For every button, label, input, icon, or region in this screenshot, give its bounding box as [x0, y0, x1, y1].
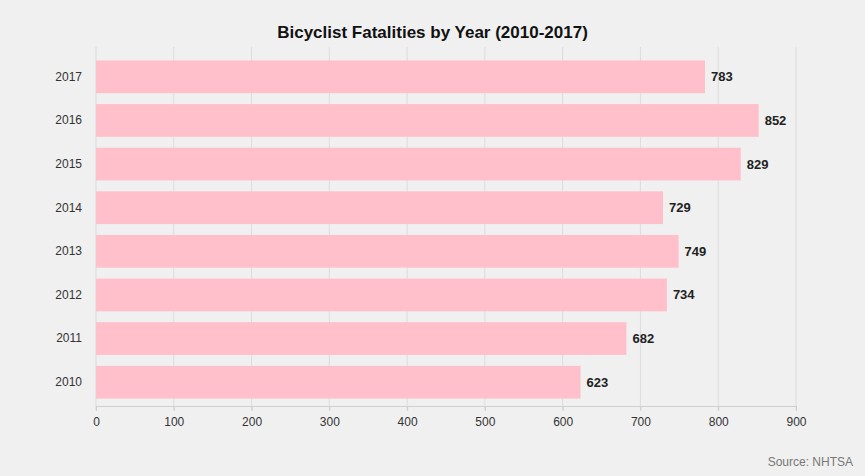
x-tick-mark [174, 406, 175, 411]
x-tick-label: 800 [709, 415, 729, 429]
y-tick-label: 2011 [56, 331, 82, 345]
bar [96, 366, 581, 399]
title: Bicyclist Fatalities by Year (2010-2017) [277, 23, 588, 42]
bar [96, 104, 759, 137]
data-label: 729 [669, 200, 691, 215]
x-tick: 200 [242, 406, 262, 429]
grid-line [251, 47, 252, 410]
data-label: 852 [765, 113, 787, 128]
grid-line [640, 47, 641, 410]
y-tick: 2012 [55, 288, 82, 302]
data-labels: 623 682 734 749 729 829 852 783 [587, 69, 787, 389]
bar [96, 191, 663, 224]
y-tick: 2014 [55, 201, 82, 215]
y-tick: 2016 [55, 113, 82, 127]
bar [96, 60, 705, 93]
grid-line [173, 47, 174, 410]
y-tick: 2017 [55, 70, 82, 84]
grid-line [484, 47, 485, 410]
x-axis: 0 100 200 300 400 500 600 700 800 900 [93, 406, 807, 429]
x-tick: 100 [164, 406, 184, 429]
bar [96, 279, 667, 312]
x-tick: 0 [93, 406, 100, 429]
bars [96, 60, 759, 398]
x-tick-label: 0 [93, 415, 100, 429]
x-tick-label: 900 [786, 415, 806, 429]
x-tick-label: 200 [242, 415, 262, 429]
x-tick-mark [96, 406, 97, 411]
y-tick-label: 2010 [55, 375, 82, 389]
x-tick-mark [563, 406, 564, 411]
data-label: 734 [673, 287, 695, 302]
x-tick: 600 [553, 406, 573, 429]
x-tick-mark [407, 406, 408, 411]
y-axis: 2010 2011 2012 2013 2014 2015 2016 2017 [55, 70, 82, 389]
axis-line [97, 407, 797, 412]
grid-line [718, 47, 719, 410]
y-tick: 2011 [56, 331, 82, 345]
bar [96, 235, 679, 268]
bar [96, 322, 626, 355]
grid-line [329, 47, 330, 410]
x-tick-label: 400 [398, 415, 418, 429]
x-tick-mark [796, 406, 797, 411]
bar [96, 148, 741, 181]
y-tick-label: 2016 [55, 113, 82, 127]
x-tick-label: 100 [164, 415, 184, 429]
x-tick: 400 [398, 406, 418, 429]
grid-line [562, 47, 563, 410]
y-tick: 2015 [55, 157, 82, 171]
chart: 623 682 734 749 729 829 852 783 0 100 200 300 400 500… [0, 0, 865, 476]
x-tick-mark [252, 406, 253, 411]
x-tick: 700 [631, 406, 651, 429]
data-label: 783 [711, 69, 733, 84]
y-tick-label: 2015 [55, 157, 82, 171]
grid-line [796, 47, 797, 410]
x-tick-mark [718, 406, 719, 411]
data-label: 682 [632, 331, 654, 346]
x-tick-mark [485, 406, 486, 411]
x-tick: 800 [709, 406, 729, 429]
y-tick: 2013 [55, 244, 82, 258]
data-label: 749 [685, 244, 707, 259]
x-tick: 500 [475, 406, 495, 429]
grid-line [407, 47, 408, 410]
x-tick-mark [640, 406, 641, 411]
x-tick-label: 300 [320, 415, 340, 429]
grid-line [96, 47, 97, 410]
background [0, 0, 865, 476]
x-tick: 300 [320, 406, 340, 429]
x-tick-mark [329, 406, 330, 411]
annotation: Source: NHTSA [768, 455, 853, 469]
y-tick-label: 2013 [55, 244, 82, 258]
data-label: 829 [747, 157, 769, 172]
x-tick: 900 [786, 406, 806, 429]
x-tick-label: 500 [475, 415, 495, 429]
grid [96, 47, 796, 410]
y-tick-label: 2017 [55, 70, 82, 84]
y-tick-label: 2014 [55, 201, 82, 215]
y-tick-label: 2012 [55, 288, 82, 302]
data-label: 623 [587, 375, 609, 390]
x-tick-label: 700 [631, 415, 651, 429]
x-tick-label: 600 [553, 415, 573, 429]
y-tick: 2010 [55, 375, 82, 389]
